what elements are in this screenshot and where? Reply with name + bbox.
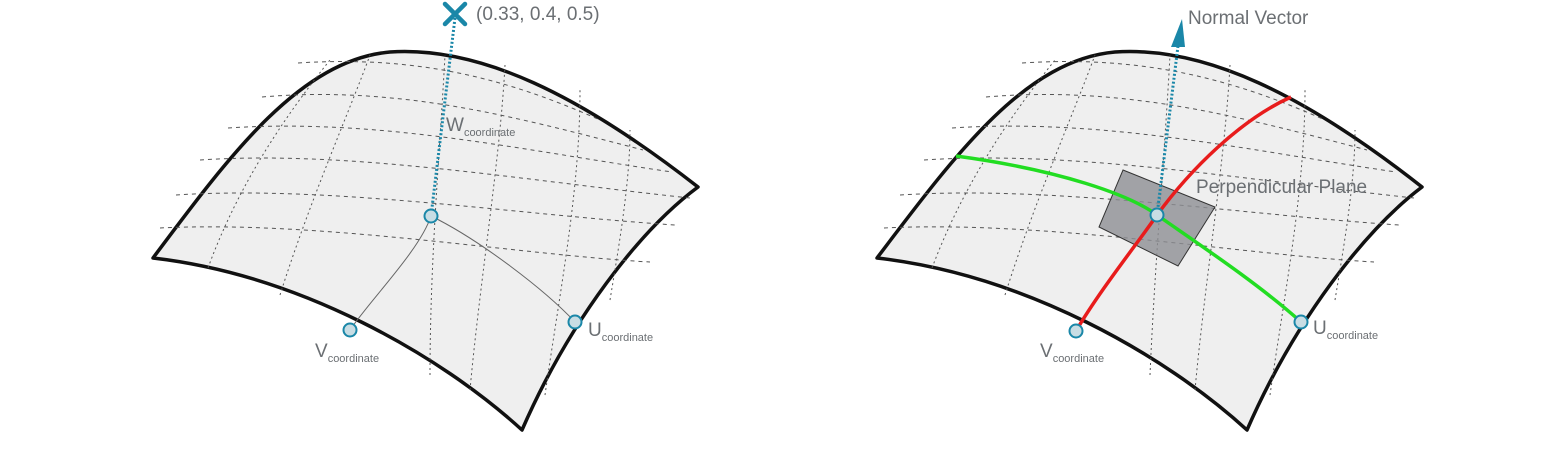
- right-u-point: [1293, 314, 1309, 330]
- left-projection-line: [429, 17, 457, 217]
- normal-vector-label: Normal Vector: [1188, 8, 1309, 29]
- normal-point: [1149, 207, 1165, 223]
- left-iso-curve-v: [349, 215, 432, 331]
- arrow-up-icon: [1171, 19, 1185, 47]
- w-point: [423, 208, 439, 224]
- x-marker-icon: [442, 1, 468, 27]
- v-coordinate-label: Vcoordinate: [315, 341, 379, 365]
- u-coordinate-label: Ucoordinate: [588, 320, 653, 344]
- left-iso-curve-u: [430, 215, 576, 323]
- w-coordinate-label: Wcoordinate: [446, 115, 515, 139]
- u-point: [567, 314, 583, 330]
- perpendicular-plane-label: Perpendicular Plane: [1196, 177, 1367, 198]
- left-grid-u-lines: [159, 61, 691, 263]
- normal-vector-line: [1155, 45, 1180, 216]
- right-v-point: [1068, 323, 1084, 339]
- right-u-coordinate-label: Ucoordinate: [1313, 318, 1378, 342]
- v-point: [342, 322, 358, 338]
- right-v-coordinate-label: Vcoordinate: [1040, 341, 1104, 365]
- left-surface-panel: (0.33, 0.4, 0.5) Wcoordinate Ucoordinate…: [151, 1, 700, 432]
- point-coordinate-label: (0.33, 0.4, 0.5): [476, 4, 600, 25]
- left-grid-v-lines: [207, 54, 631, 396]
- right-grid-v-lines: [931, 54, 1356, 396]
- right-surface-panel: Normal Vector Perpendicular Plane Ucoord…: [875, 8, 1424, 432]
